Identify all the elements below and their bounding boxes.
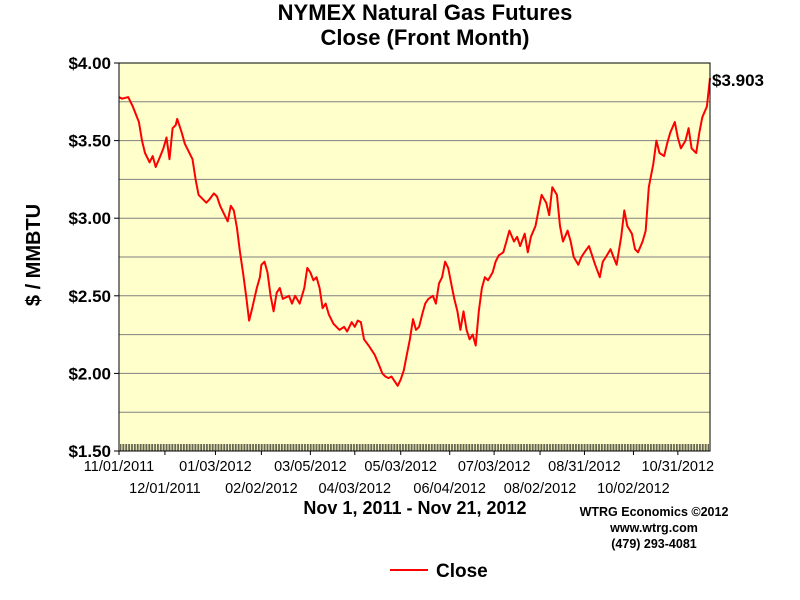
x-tick-label: 02/02/2012 xyxy=(225,481,298,497)
last-value-label: $3.903 xyxy=(712,71,764,90)
y-tick-label: $3.50 xyxy=(68,132,111,151)
y-axis-ticks: $1.50 $2.00 $2.50 $3.00 $3.50 $4.00 xyxy=(68,54,119,461)
x-tick-label: 11/01/2011 xyxy=(84,459,154,475)
x-axis-label: Nov 1, 2011 - Nov 21, 2012 xyxy=(303,498,526,518)
x-tick-label: 08/02/2012 xyxy=(504,481,577,497)
x-tick-label: 10/31/2012 xyxy=(642,459,715,475)
credit-line-3: (479) 293-4081 xyxy=(611,537,697,551)
legend-label-close: Close xyxy=(436,561,488,582)
y-tick-label: $2.50 xyxy=(68,287,111,306)
x-tick-label: 03/05/2012 xyxy=(274,459,347,475)
x-tick-label: 01/03/2012 xyxy=(179,459,252,475)
chart-title-line-1: NYMEX Natural Gas Futures xyxy=(278,0,573,25)
plot-frame xyxy=(118,62,711,452)
series-line-close xyxy=(118,77,711,387)
y-tick-label: $3.00 xyxy=(68,209,111,228)
x-tick-label: 04/03/2012 xyxy=(318,481,391,497)
x-tick-label: 08/31/2012 xyxy=(548,459,621,475)
y-tick-label: $1.50 xyxy=(68,442,111,461)
x-axis-minor-ticks xyxy=(118,444,711,451)
x-tick-label: 12/01/2011 xyxy=(129,481,201,497)
x-tick-label: 10/02/2012 xyxy=(597,481,670,497)
x-axis-ticks: 11/01/2011 12/01/2011 01/03/2012 02/02/2012… xyxy=(84,451,714,497)
credit-line-2: www.wtrg.com xyxy=(609,521,698,535)
y-tick-label: $4.00 xyxy=(68,54,111,73)
credit-line-1: WTRG Economics ©2012 xyxy=(580,505,729,519)
x-tick-label: 06/04/2012 xyxy=(413,481,486,497)
gridlines xyxy=(119,101,710,413)
y-tick-label: $2.00 xyxy=(68,364,111,383)
chart-title-line-2: Close (Front Month) xyxy=(321,25,530,50)
x-tick-label: 05/03/2012 xyxy=(364,459,437,475)
x-tick-label: 07/03/2012 xyxy=(458,459,531,475)
y-axis-label: $ / MMBTU xyxy=(23,204,45,306)
